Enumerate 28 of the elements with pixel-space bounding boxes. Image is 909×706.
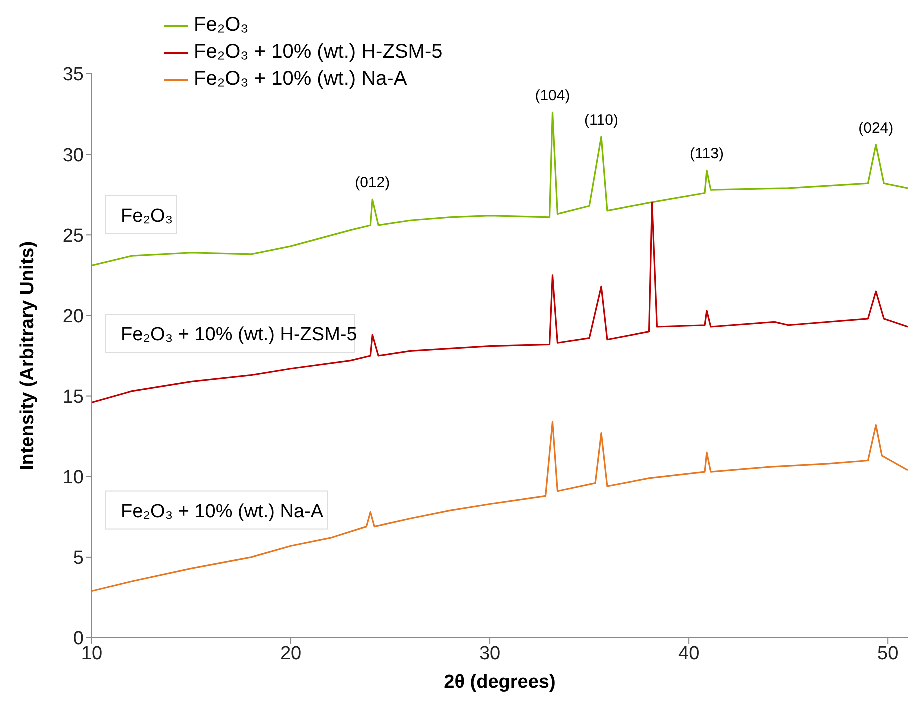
x-tick-label: 40 [678, 643, 700, 664]
y-tick-label: 35 [62, 64, 84, 86]
y-tick-label: 15 [62, 387, 84, 408]
x-tick-label: 30 [479, 643, 501, 664]
legend-label: Fe₂O₃ [194, 13, 249, 38]
text: Fe₂O₃ + 10% (wt.) H-ZSM-5 [121, 324, 358, 346]
line-series [92, 421, 908, 592]
annotation: (110) [584, 112, 618, 129]
y-tick-label: 20 [62, 306, 84, 328]
x-tick-label: 50 [878, 643, 899, 664]
line-series [92, 202, 908, 404]
annotation: (024) [858, 120, 894, 137]
text: Fe₂O₃ + 10% (wt.) Na-A [121, 501, 324, 522]
y-tick-label: 0 [73, 628, 84, 650]
y-tick-label: 25 [62, 226, 84, 247]
annotation: (012) [355, 174, 390, 192]
y-tick-label: 10 [62, 468, 84, 489]
x-axis-title: 2θ (degrees) [444, 672, 556, 693]
legend-label: Fe₂O₃ + 10% (wt.) Na-A [194, 67, 408, 92]
annotation: (104) [535, 88, 570, 105]
y-tick-label: 30 [62, 145, 84, 166]
x-tick-label: 20 [280, 643, 302, 664]
y-axis-title: Intensity (Arbitrary Units) [18, 241, 39, 471]
line-series [92, 112, 908, 267]
y-tick-label: 5 [73, 548, 84, 570]
text: Fe₂O₃ [121, 206, 174, 227]
legend-label: Fe₂O₃ + 10% (wt.) H-ZSM-5 [194, 40, 443, 65]
annotation: (113) [690, 146, 724, 163]
